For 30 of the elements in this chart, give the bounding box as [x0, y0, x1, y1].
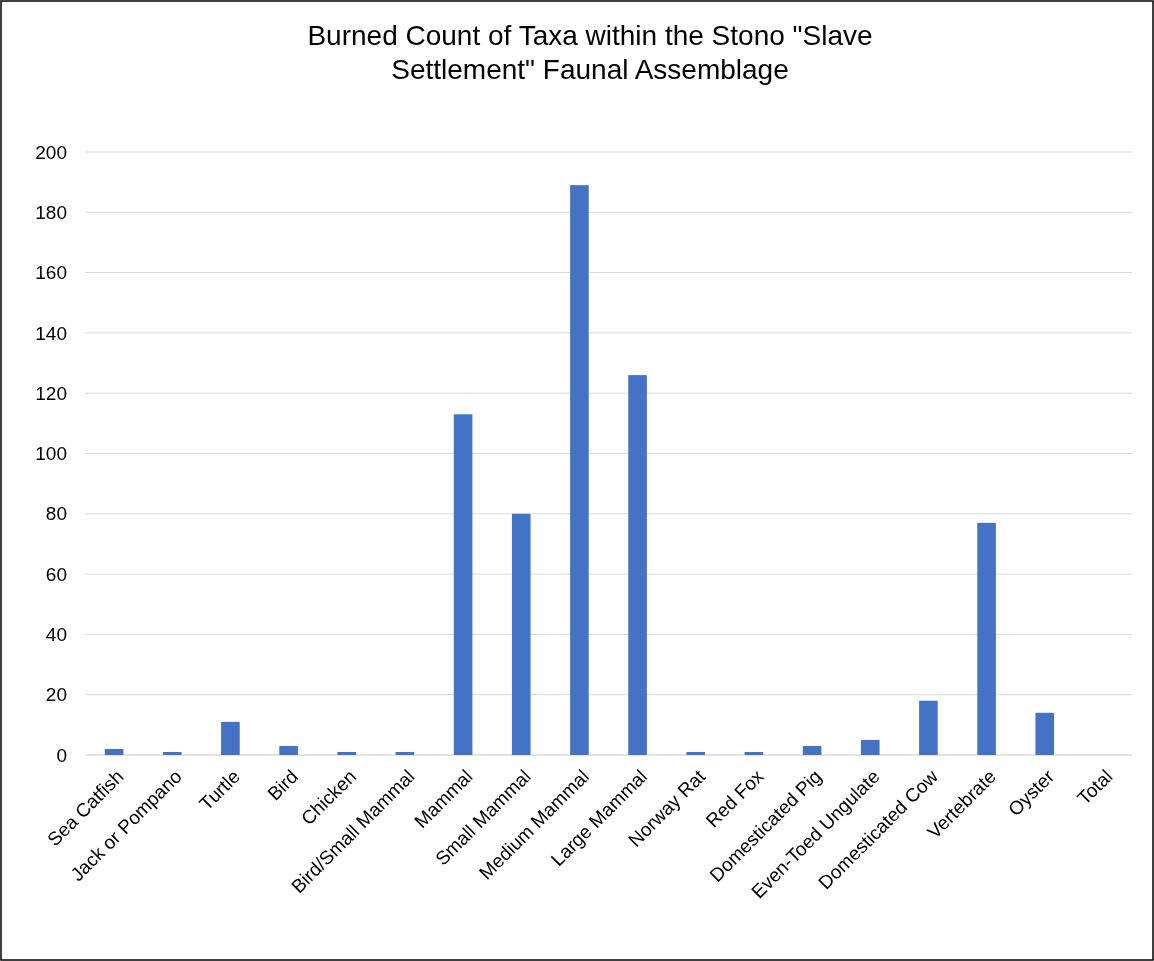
x-tick-label: Bird — [263, 765, 303, 805]
bar — [686, 751, 706, 755]
y-tick-label: 160 — [35, 262, 67, 284]
y-tick-label: 120 — [35, 382, 67, 404]
bar — [919, 700, 938, 755]
bar — [744, 751, 764, 755]
y-tick-label: 60 — [45, 563, 67, 585]
bar — [570, 185, 589, 755]
bar — [977, 522, 996, 755]
bar — [511, 513, 531, 755]
bar — [395, 751, 415, 755]
bar — [221, 721, 240, 755]
y-tick-label: 20 — [45, 684, 67, 706]
bar — [337, 751, 357, 755]
y-tick-label: 140 — [35, 322, 67, 344]
chart-title: Burned Count of Taxa within the Stono "Slave Settlement" Faunal Assemblage — [307, 20, 873, 85]
y-tick-label: 0 — [56, 744, 67, 766]
bar — [162, 751, 182, 755]
bar — [104, 748, 124, 755]
y-tick-label: 100 — [35, 443, 67, 465]
bar — [860, 739, 880, 755]
y-tick-label: 180 — [35, 201, 67, 223]
bar — [802, 745, 822, 755]
bar — [628, 375, 647, 755]
bar — [453, 414, 473, 755]
y-tick-label: 80 — [45, 503, 67, 525]
bar — [1035, 712, 1055, 755]
y-tick-label: 40 — [45, 624, 67, 646]
y-tick-label: 200 — [35, 141, 67, 163]
bar — [279, 745, 298, 755]
